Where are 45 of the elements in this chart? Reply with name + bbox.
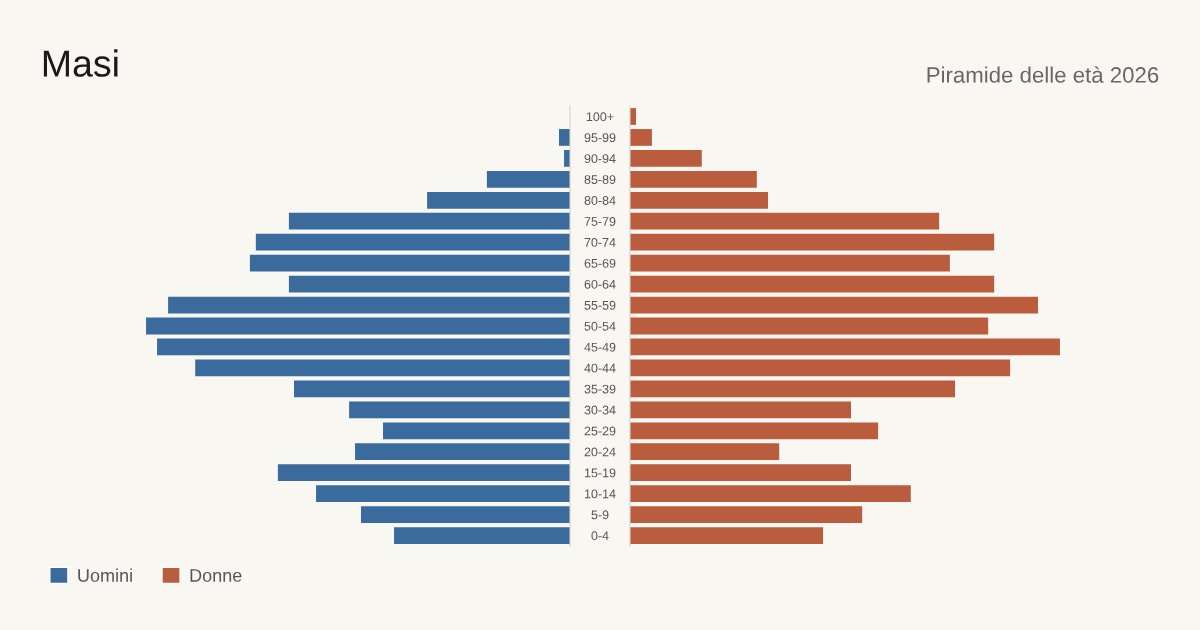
y-tick-label: 90-94 — [584, 154, 616, 164]
bar — [630, 380, 956, 398]
y-tick-label: 50-54 — [584, 321, 616, 331]
bar — [630, 233, 995, 251]
bar — [630, 254, 950, 272]
y-tick-label: 30-34 — [584, 405, 616, 415]
y-tick-label: 20-24 — [584, 447, 616, 457]
bar — [630, 506, 863, 523]
y-tick-label: 75-79 — [584, 217, 616, 226]
y-tick-label: 10-14 — [584, 489, 616, 499]
bar — [630, 485, 911, 502]
bar — [630, 443, 780, 461]
bar — [630, 170, 757, 188]
bar — [630, 422, 879, 440]
y-tick-label: 65-69 — [584, 258, 616, 268]
legend-label: Uomini — [78, 568, 132, 582]
legend-label: Donne — [190, 569, 242, 582]
bar — [630, 212, 940, 230]
bar — [630, 317, 989, 335]
y-tick-label: 45-49 — [584, 342, 616, 352]
y-tick-label: 60-64 — [584, 279, 616, 289]
y-tick-label: 70-74 — [584, 237, 616, 247]
bar — [630, 191, 769, 209]
y-tick-label: 0-4 — [591, 531, 609, 541]
y-tick-label: 5-9 — [591, 510, 609, 520]
y-tick-label: 95-99 — [584, 133, 616, 143]
y-tick-label: 15-19 — [584, 468, 616, 478]
bar — [630, 338, 1060, 356]
bar — [630, 464, 851, 482]
y-tick-label: 55-59 — [584, 300, 616, 310]
chart-title: Masi — [43, 49, 118, 77]
y-tick-label: 40-44 — [584, 363, 616, 373]
chart-subtitle: Piramide delle età 2026 — [927, 66, 1159, 83]
y-tick-label: 100+ — [586, 112, 614, 122]
bar — [630, 359, 1011, 377]
bar — [630, 275, 995, 293]
y-tick-label: 25-29 — [584, 426, 616, 436]
y-tick-label: 35-39 — [584, 384, 616, 394]
bar — [630, 401, 851, 419]
bar — [630, 296, 1039, 314]
bar — [630, 150, 702, 167]
y-tick-label: 85-89 — [584, 175, 616, 184]
y-tick-label: 80-84 — [584, 196, 616, 205]
bar — [630, 129, 652, 146]
bar — [630, 527, 824, 544]
